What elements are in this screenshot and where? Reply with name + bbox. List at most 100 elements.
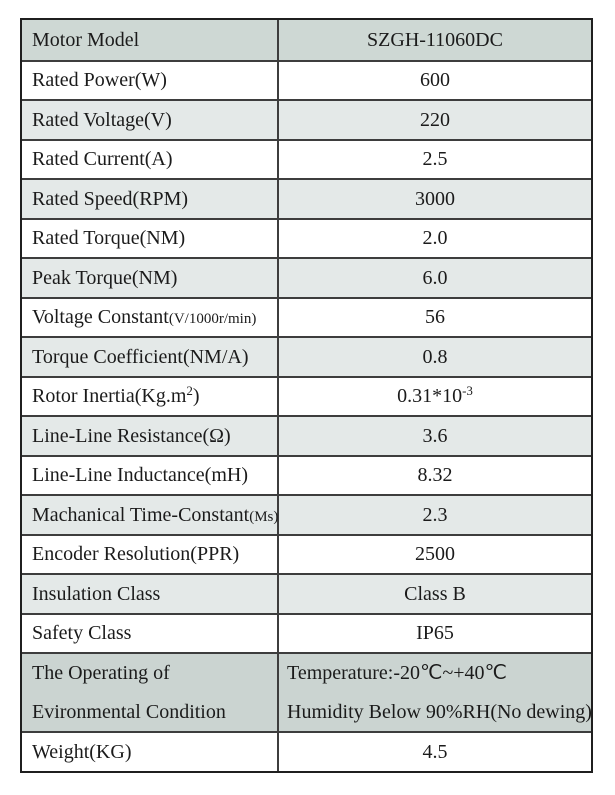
parameter-text: Insulation Class: [32, 583, 277, 605]
parameter-cell: Machanical Time-Constant(Ms): [22, 496, 279, 534]
text-part: Temperature:-20℃~+40℃: [287, 662, 507, 685]
table-row-safety-class: Safety Class IP65: [22, 612, 591, 653]
value-text: 0.8: [423, 346, 448, 368]
table-row-rated-speed: Rated Speed(RPM) 3000: [22, 178, 591, 218]
text-part: 220: [420, 108, 450, 131]
value-cell: SZGH-11060DC: [279, 20, 591, 60]
text-part: Class B: [404, 582, 466, 605]
table-row-motor-model: Motor Model SZGH-11060DC: [22, 20, 591, 60]
value-cell: 2.5: [279, 141, 591, 179]
text-part: Peak Torque(NM): [32, 266, 178, 289]
value-text: 2500: [415, 543, 455, 565]
value-text: IP65: [416, 622, 454, 644]
text-part: Safety Class: [32, 622, 132, 645]
text-part: Rated Current(A): [32, 148, 173, 171]
text-part: Encoder Resolution(PPR): [32, 543, 240, 566]
text-part: Rotor Inertia(Kg.m: [32, 385, 187, 408]
parameter-cell: Safety Class: [22, 614, 279, 652]
text-part: 0.8: [422, 345, 448, 368]
value-text: 3000: [415, 188, 455, 210]
table-row-peak-torque: Peak Torque(NM) 6.0: [22, 257, 591, 297]
text-part: Weight(KG): [32, 740, 132, 763]
table-row-encoder-resolution: Encoder Resolution(PPR) 2500: [22, 533, 591, 574]
text-part: Evironmental Condition: [32, 700, 226, 723]
text-part: 8.32: [417, 464, 453, 487]
text-part: Rated Speed(RPM): [32, 187, 189, 210]
value-text: 2.5: [423, 148, 448, 170]
text-part: 3.6: [422, 424, 448, 447]
value-cell: 4.5: [279, 733, 591, 771]
value-text: SZGH-11060DC: [367, 29, 503, 51]
value-cell: 3.6: [279, 417, 591, 455]
text-part: Machanical Time-Constant: [32, 503, 250, 526]
value-text: 2.3: [423, 504, 448, 526]
parameter-text: Rated Voltage(V): [32, 109, 277, 131]
value-cell: 600: [279, 62, 591, 100]
text-part: Motor Model: [32, 28, 140, 51]
text-part: Insulation Class: [32, 582, 161, 605]
value-text: 0.31*10-3: [397, 384, 473, 408]
value-cell: 56: [279, 299, 591, 337]
superscript-text: 2: [186, 383, 193, 399]
parameter-text: Peak Torque(NM): [32, 267, 277, 289]
parameter-text: Weight(KG): [32, 741, 277, 763]
value-cell: 2500: [279, 536, 591, 574]
value-cell: IP65: [279, 615, 591, 653]
text-part: (Ms): [249, 508, 279, 525]
text-part: 2500: [415, 543, 455, 566]
text-part: 6.0: [422, 266, 448, 289]
parameter-cell: Rated Speed(RPM): [22, 180, 279, 218]
parameter-text: Encoder Resolution(PPR): [32, 543, 277, 565]
value-text: 2.0: [423, 227, 448, 249]
parameter-cell: Weight(KG): [22, 733, 279, 771]
parameter-cell: Encoder Resolution(PPR): [22, 535, 279, 573]
parameter-text: Machanical Time-Constant(Ms): [32, 503, 279, 526]
value-cell: Temperature:-20℃~+40℃ Humidity Below 90%R…: [279, 654, 592, 731]
text-part: Line-Line Inductance(mH): [32, 464, 249, 487]
parameter-text: The Operating of: [32, 662, 277, 684]
text-part: (V/1000r/min): [168, 311, 257, 328]
table-row-rotor-inertia: Rotor Inertia(Kg.m2) 0.31*10-3: [22, 375, 591, 416]
value-text: 600: [420, 69, 450, 91]
value-text: 6.0: [423, 267, 448, 289]
text-part: 0.31*10: [397, 385, 463, 408]
value-cell: 0.31*10-3: [279, 378, 591, 416]
table-row-rated-torque: Rated Torque(NM) 2.0: [22, 217, 591, 258]
parameter-text: Safety Class: [32, 622, 277, 644]
parameter-cell: Line-Line Inductance(mH): [22, 456, 279, 494]
parameter-text: Line-Line Inductance(mH): [32, 464, 277, 486]
value-cell: 8.32: [279, 457, 591, 495]
parameter-cell: Insulation Class: [22, 575, 279, 613]
parameter-cell: Rated Voltage(V): [22, 101, 279, 139]
parameter-cell: Peak Torque(NM): [22, 259, 279, 297]
value-cell: 220: [279, 101, 591, 139]
value-text: 220: [420, 109, 450, 131]
parameter-cell: Line-Line Resistance(Ω): [22, 417, 279, 455]
parameter-cell: Torque Coefficient(NM/A): [22, 338, 279, 376]
parameter-cell: The Operating of Evironmental Condition: [22, 654, 279, 731]
value-cell: 3000: [279, 180, 591, 218]
value-text: 56: [425, 306, 445, 328]
parameter-text: Rated Speed(RPM): [32, 188, 277, 210]
parameter-text: Motor Model: [32, 29, 277, 51]
value-text: 4.5: [423, 741, 448, 763]
text-part: The Operating of: [32, 662, 170, 685]
table-row-machanical-time-constant: Machanical Time-Constant(Ms) 2.3: [22, 494, 591, 534]
parameter-cell: Motor Model: [22, 20, 279, 60]
text-part: ): [192, 385, 200, 408]
text-part: SZGH-11060DC: [367, 28, 503, 51]
parameter-text: Rated Torque(NM): [32, 227, 277, 249]
value-cell: 2.3: [279, 496, 591, 534]
value-text: Humidity Below 90%RH(No dewing): [287, 701, 592, 723]
value-cell: 2.0: [279, 220, 591, 258]
value-text: Class B: [404, 583, 466, 605]
table-row-weight: Weight(KG) 4.5: [22, 731, 591, 771]
spec-table: Motor Model SZGH-11060DC Rated Power(W) 600…: [20, 18, 593, 773]
value-cell: 0.8: [279, 338, 591, 376]
parameter-text: Rated Current(A): [32, 148, 277, 170]
value-text: 8.32: [418, 464, 453, 486]
value-text: 3.6: [423, 425, 448, 447]
text-part: 600: [420, 69, 450, 92]
text-part: 3000: [415, 187, 455, 210]
text-part: Line-Line Resistance(Ω): [32, 424, 231, 447]
